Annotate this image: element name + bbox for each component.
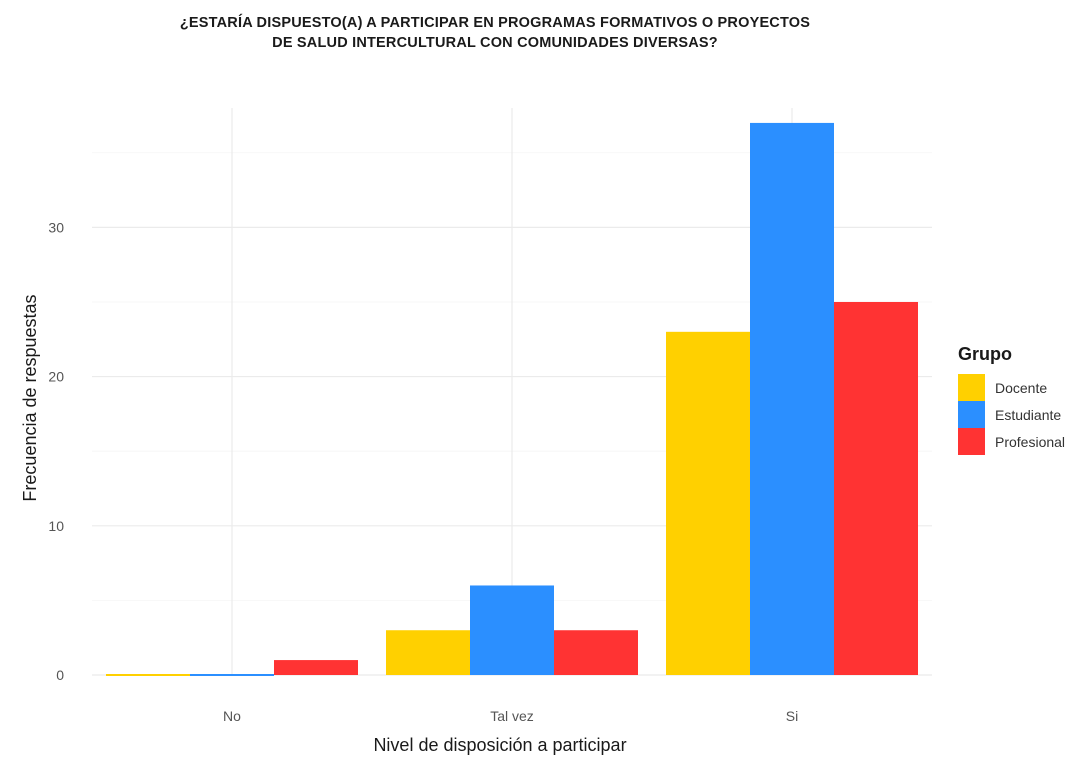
chart-title: ¿ESTARÍA DISPUESTO(A) A PARTICIPAR EN PR… xyxy=(180,14,810,51)
x-tick-label: Si xyxy=(786,708,798,724)
x-axis-label: Nivel de disposición a participar xyxy=(373,735,626,755)
bar-docente-tal-vez xyxy=(386,630,470,675)
chart-title-line-1: ¿ESTARÍA DISPUESTO(A) A PARTICIPAR EN PR… xyxy=(180,14,810,31)
x-axis-ticks: No Tal vez Si xyxy=(223,708,798,724)
y-axis-ticks: 0 10 20 30 xyxy=(48,219,64,683)
x-tick-label: No xyxy=(223,708,241,724)
bar-docente-no xyxy=(106,674,190,676)
y-tick-label: 0 xyxy=(56,667,64,683)
legend-swatch-estudiante xyxy=(958,401,985,428)
y-tick-label: 30 xyxy=(48,219,64,235)
legend-label-estudiante: Estudiante xyxy=(995,407,1061,423)
y-tick-label: 20 xyxy=(48,369,64,385)
legend-label-docente: Docente xyxy=(995,380,1047,396)
y-tick-label: 10 xyxy=(48,518,64,534)
legend: Grupo Docente Estudiante Profesional xyxy=(958,344,1065,455)
bar-estudiante-no xyxy=(190,674,274,676)
bar-estudiante-tal-vez xyxy=(470,585,554,675)
x-tick-label: Tal vez xyxy=(490,708,534,724)
y-axis-label: Frecuencia de respuestas xyxy=(20,294,40,501)
legend-label-profesional: Profesional xyxy=(995,434,1065,450)
bar-profesional-tal-vez xyxy=(554,630,638,675)
legend-swatch-profesional xyxy=(958,428,985,455)
legend-swatch-docente xyxy=(958,374,985,401)
bar-profesional-no xyxy=(274,660,358,675)
bar-docente-si xyxy=(666,331,750,675)
legend-title: Grupo xyxy=(958,344,1012,364)
bar-estudiante-si xyxy=(750,122,834,676)
bars xyxy=(106,122,918,676)
chart-title-line-2: DE SALUD INTERCULTURAL CON COMUNIDADES D… xyxy=(272,35,718,51)
bar-profesional-si xyxy=(834,301,918,675)
